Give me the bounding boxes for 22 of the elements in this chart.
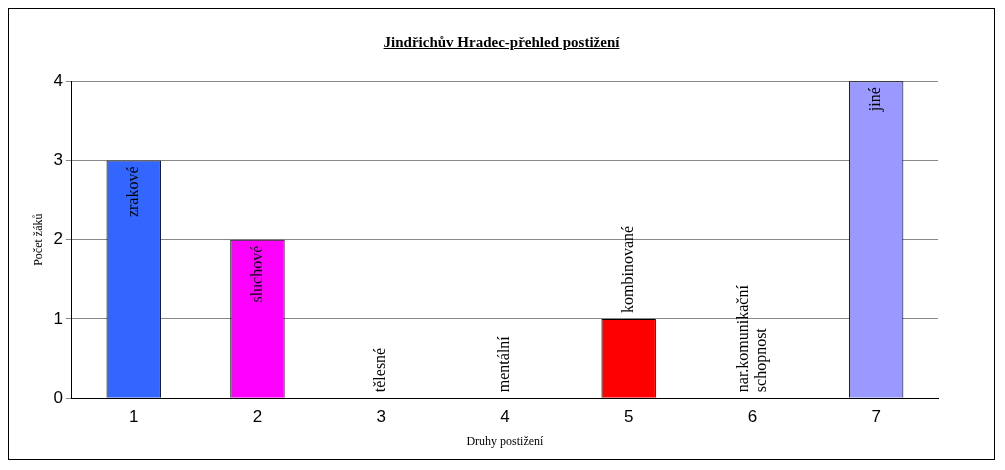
y-tick-label: 0: [53, 387, 63, 407]
chart-title: Jindřichův Hradec-přehled postižení: [382, 34, 621, 51]
annotation: kombinované: [618, 225, 636, 313]
annotation: nar.komunikační schopnost: [733, 284, 770, 393]
y-tick-label: 1: [53, 308, 63, 328]
x-tick-label: 4: [500, 407, 510, 427]
annotation: sluchové: [247, 245, 265, 303]
x-axis-title: Druhy postižení: [466, 433, 545, 448]
y-axis-title: Počet žáků: [31, 213, 46, 266]
y-tick-label: 4: [53, 70, 63, 90]
x-tick-label: 2: [252, 407, 263, 427]
x-tick-label: 3: [376, 407, 386, 427]
annotation: mentální: [495, 335, 513, 393]
y-tick-label: 2: [53, 229, 63, 249]
annotation: tělesné: [371, 347, 389, 393]
annotation: zrakové: [123, 166, 141, 218]
x-tick-label: 5: [623, 407, 634, 427]
annotation: jiné: [866, 87, 885, 113]
x-tick-label: 7: [871, 407, 881, 427]
x-tick-label: 6: [747, 407, 758, 427]
x-tick-label: 1: [128, 407, 139, 427]
y-tick-label: 3: [53, 150, 63, 170]
